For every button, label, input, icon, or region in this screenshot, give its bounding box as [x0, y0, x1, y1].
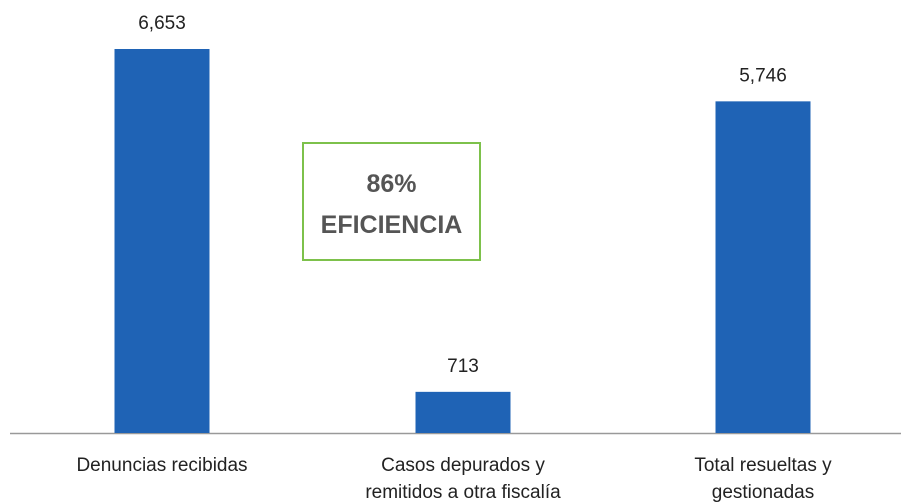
bar: [415, 391, 511, 433]
bar: [715, 101, 811, 433]
x-tick-label: Denuncias recibidas: [76, 455, 248, 476]
bar: [114, 49, 210, 433]
value-label: 5,746: [739, 65, 787, 86]
annotation-box: [302, 142, 481, 261]
x-tick-label: Total resueltas y gestionadas: [694, 455, 832, 503]
value-label: 6,653: [138, 13, 186, 34]
x-tick-label: Casos depurados y remitidos a otra fisca…: [365, 455, 561, 503]
value-label: 713: [447, 356, 479, 377]
annotation-value: 86%: [366, 170, 416, 198]
annotation-label: EFICIENCIA: [321, 211, 463, 239]
